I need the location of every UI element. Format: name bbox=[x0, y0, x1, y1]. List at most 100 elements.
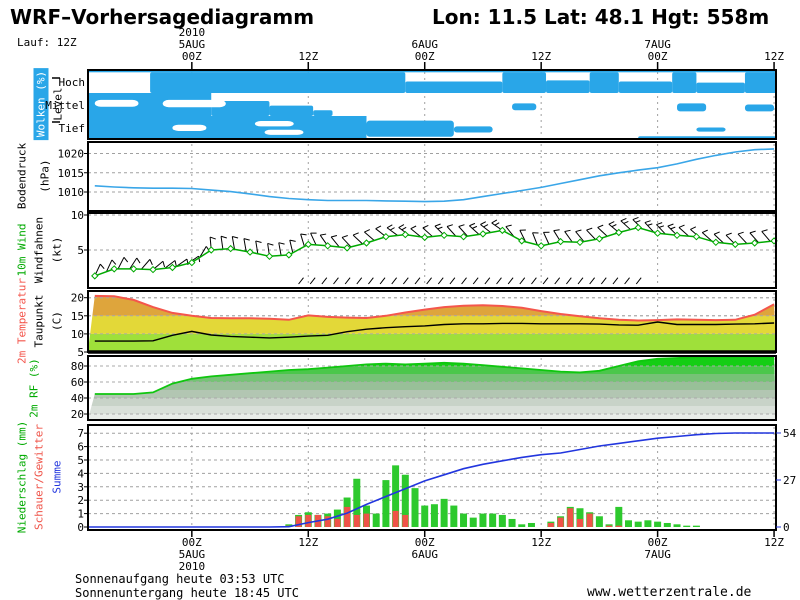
cloud-block-hoch bbox=[672, 72, 697, 93]
time-label: 2010 bbox=[179, 26, 206, 39]
time-label: 00Z bbox=[648, 50, 668, 63]
cloud-block-tief bbox=[696, 127, 726, 132]
wind-marker bbox=[712, 238, 720, 247]
pressure-line bbox=[94, 148, 775, 203]
cloud-block-hoch bbox=[405, 81, 503, 93]
cloud-block-hoch bbox=[150, 72, 406, 93]
precip-bar bbox=[625, 520, 633, 527]
temperature-line bbox=[94, 294, 775, 322]
wind-marker bbox=[440, 231, 448, 240]
wind-marker bbox=[634, 223, 642, 232]
rf-band bbox=[88, 366, 776, 374]
shower-bar bbox=[557, 517, 564, 527]
precip-bar bbox=[692, 525, 700, 527]
wind-marker bbox=[265, 252, 274, 261]
sunrise-info: Sonnenaufgang heute 03:53 UTC bbox=[75, 572, 285, 586]
time-label: 00Z bbox=[415, 536, 435, 549]
precip-bar bbox=[576, 508, 584, 527]
clouds-frame bbox=[87, 69, 777, 140]
sunset-info: Sonnenuntergang heute 18:45 UTC bbox=[75, 586, 299, 600]
rf-band bbox=[88, 398, 776, 406]
wind-marker bbox=[110, 265, 118, 273]
precip-bar bbox=[498, 514, 506, 527]
shower-bar bbox=[402, 514, 409, 527]
wind-marker bbox=[459, 232, 468, 241]
precip-bar bbox=[508, 518, 516, 527]
model-run-label: Lauf: 12Z bbox=[17, 36, 77, 49]
rf-line bbox=[94, 356, 775, 395]
cloud-block-tief bbox=[89, 116, 367, 138]
temp-band bbox=[88, 333, 776, 351]
tick-label: 15 bbox=[71, 310, 84, 323]
precip-bar bbox=[673, 524, 681, 527]
time-label: 12Z bbox=[764, 50, 784, 63]
temp-band bbox=[88, 297, 776, 316]
axis-ticks: 1010101510205105101520204060800123456702… bbox=[58, 148, 797, 535]
wind-marker bbox=[285, 251, 293, 259]
wind-marker bbox=[207, 246, 215, 254]
precip-bar bbox=[411, 488, 419, 527]
shower-bar bbox=[295, 516, 302, 527]
cloud-level-low: Tief bbox=[58, 122, 86, 135]
precip-panel bbox=[88, 432, 775, 528]
shower-bar bbox=[576, 518, 583, 527]
wind-marker bbox=[168, 263, 177, 272]
time-label: 12Z bbox=[298, 536, 318, 549]
tick-label: 7 bbox=[77, 427, 84, 440]
precip-bar bbox=[333, 509, 341, 527]
wind-marker bbox=[692, 232, 701, 241]
time-label: 00Z bbox=[182, 536, 202, 549]
cloud-block-mittel bbox=[744, 104, 775, 112]
shower-bar bbox=[353, 514, 360, 527]
cloud-level-middle: Mittel bbox=[45, 99, 85, 112]
precip-bar bbox=[353, 478, 361, 527]
tick-label: 10 bbox=[71, 328, 84, 341]
time-label: 12Z bbox=[531, 50, 551, 63]
precip-frame bbox=[87, 424, 777, 531]
wind-marker bbox=[382, 232, 390, 241]
pressure-frame bbox=[87, 141, 777, 212]
shower-bar bbox=[363, 513, 370, 527]
tick-label: 6 bbox=[77, 441, 84, 454]
wind-marker bbox=[498, 226, 507, 235]
wind-marker bbox=[91, 272, 99, 280]
website-credit: www.wetterzentrale.de bbox=[587, 585, 752, 600]
wind-barbs bbox=[94, 216, 771, 285]
rf-band bbox=[88, 382, 776, 390]
wind-marker bbox=[362, 239, 371, 247]
time-label: 2010 bbox=[179, 560, 206, 573]
precip-bar bbox=[654, 521, 662, 527]
cloud-block-mittel bbox=[313, 110, 333, 116]
clouds-panel bbox=[52, 71, 775, 138]
time-label: 12Z bbox=[531, 536, 551, 549]
wind-speed-line bbox=[94, 226, 775, 277]
time-axis: 00Z5AUG201000Z5AUG201012Z12Z00Z6AUG00Z6A… bbox=[179, 26, 785, 573]
cloud-level-high: Hoch bbox=[58, 76, 86, 89]
wind-marker bbox=[576, 238, 584, 247]
tick-label: 20 bbox=[71, 408, 84, 421]
tick-label: 1020 bbox=[58, 148, 85, 161]
tick-label: 1015 bbox=[58, 167, 85, 180]
tick-label: 1 bbox=[77, 508, 84, 521]
precip-bar bbox=[460, 513, 468, 527]
cloud-block-mittel bbox=[512, 103, 537, 111]
precip-bar bbox=[382, 480, 390, 527]
precip-bar bbox=[615, 506, 623, 527]
cloud-block-hoch bbox=[502, 72, 547, 93]
shower-bar bbox=[334, 518, 341, 527]
cloud-block-hoch bbox=[744, 72, 775, 93]
precip-bar bbox=[401, 474, 409, 527]
wind-marker bbox=[421, 233, 429, 242]
rf-band bbox=[88, 414, 776, 419]
tick-label: 5 bbox=[77, 346, 84, 359]
time-label: 00Z bbox=[648, 536, 668, 549]
cloud-gap-tief bbox=[172, 124, 207, 131]
wind-marker bbox=[188, 258, 196, 267]
wind-marker bbox=[731, 240, 739, 249]
cloud-block-mittel bbox=[269, 105, 314, 116]
wind-marker bbox=[595, 235, 604, 243]
tick-label: 5 bbox=[77, 244, 84, 257]
tick-label: 2 bbox=[77, 494, 84, 507]
cloud-block-tief bbox=[453, 126, 493, 133]
cloud-block-hoch bbox=[89, 71, 775, 73]
